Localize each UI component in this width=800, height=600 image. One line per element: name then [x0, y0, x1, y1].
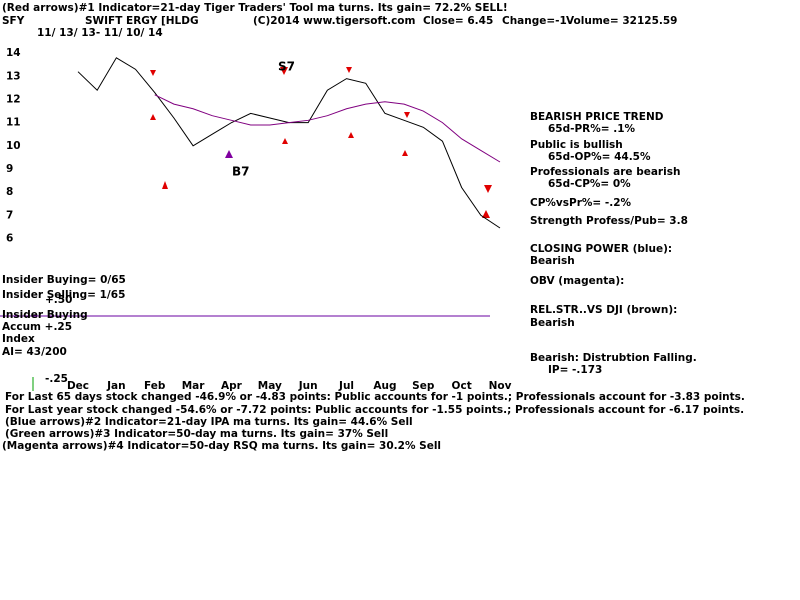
x-tick-label: Apr: [221, 380, 243, 392]
price-line: [77, 57, 501, 229]
x-tick-label: Aug: [373, 380, 396, 392]
y-tick-label: 6: [6, 232, 13, 244]
info-text: Bearish: [530, 255, 575, 267]
y-tick-label: 7: [6, 209, 13, 221]
info-text: CLOSING POWER (blue):: [530, 243, 672, 255]
annotation: B7: [232, 165, 250, 179]
info-text: REL.STR..VS DJI (brown):: [530, 304, 677, 316]
price-line: [154, 94, 501, 163]
left-label: Accum +.25: [2, 321, 72, 333]
x-tick-label: Sep: [412, 380, 435, 392]
date-range: 11/ 13/ 13- 11/ 10/ 14: [37, 27, 163, 39]
header-item: Volume= 32125.59: [566, 15, 678, 27]
header-item: (C)2014 www.tigersoft.com: [253, 15, 416, 27]
left-label: Insider Buying= 0/65: [2, 274, 126, 286]
left-label: Insider Buying: [2, 309, 88, 321]
x-tick-label: Jun: [298, 380, 318, 392]
x-tick-label: Jul: [338, 380, 354, 392]
y-tick-label: 8: [6, 186, 13, 198]
info-text: Bearish: Distrubtion Falling.: [530, 352, 697, 364]
info-text: Public is bullish: [530, 139, 623, 151]
buy-arrow: [225, 150, 233, 158]
header-item: SWIFT ERGY [HLDG: [85, 15, 199, 27]
left-label: -.25: [45, 373, 68, 385]
y-tick-label: 13: [6, 70, 21, 82]
left-label: AI= 43/200: [2, 346, 67, 358]
header-item: Close= 6.45: [423, 15, 493, 27]
y-tick-label: 11: [6, 117, 21, 129]
y-tick-label: 10: [6, 140, 21, 152]
footer-text: (Magenta arrows)#4 Indicator=50-day RSQ …: [2, 440, 441, 452]
info-text: 65d-OP%= 44.5%: [548, 151, 651, 163]
y-tick-label: 14: [6, 47, 21, 59]
annotation: S7: [278, 60, 295, 74]
x-tick-label: Jan: [106, 380, 125, 392]
x-tick-label: Feb: [144, 380, 166, 392]
x-tick-label: May: [258, 380, 282, 392]
info-text: Strength Profess/Pub= 3.8: [530, 215, 688, 227]
x-tick-label: Oct: [452, 380, 472, 392]
x-tick-label: Nov: [489, 380, 512, 392]
info-text: 65d-PR%= .1%: [548, 123, 636, 135]
info-text: Professionals are bearish: [530, 166, 680, 178]
footer-text: For Last 65 days stock changed -46.9% or…: [5, 391, 745, 403]
y-tick-label: 12: [6, 93, 21, 105]
left-label: +.50: [45, 294, 72, 306]
left-label: Insider Selling= 1/65: [2, 289, 125, 301]
info-text: CP%vsPr%= -.2%: [530, 197, 632, 209]
sell-arrows: [150, 67, 492, 193]
info-text: OBV (magenta):: [530, 275, 624, 287]
info-text: Bearish: [530, 317, 575, 329]
title: (Red arrows)#1 Indicator=21-day Tiger Tr…: [2, 2, 508, 14]
footer-text: (Blue arrows)#2 Indicator=21-day IPA ma …: [5, 416, 413, 428]
header-item: Change=-1: [502, 15, 567, 27]
footer-text: For Last year stock changed -54.6% or -7…: [5, 404, 744, 416]
header-item: SFY: [2, 15, 25, 27]
buy-arrows: [150, 114, 490, 218]
footer-text: (Green arrows)#3 Indicator=50-day ma tur…: [5, 428, 388, 440]
info-text: BEARISH PRICE TREND: [530, 111, 664, 123]
x-tick-label: Mar: [182, 380, 206, 392]
info-text: 65d-CP%= 0%: [548, 178, 631, 190]
left-label: Index: [2, 333, 35, 345]
x-tick-label: Dec: [67, 380, 89, 392]
info-text: IP= -.173: [548, 364, 602, 376]
y-tick-label: 9: [6, 163, 13, 175]
